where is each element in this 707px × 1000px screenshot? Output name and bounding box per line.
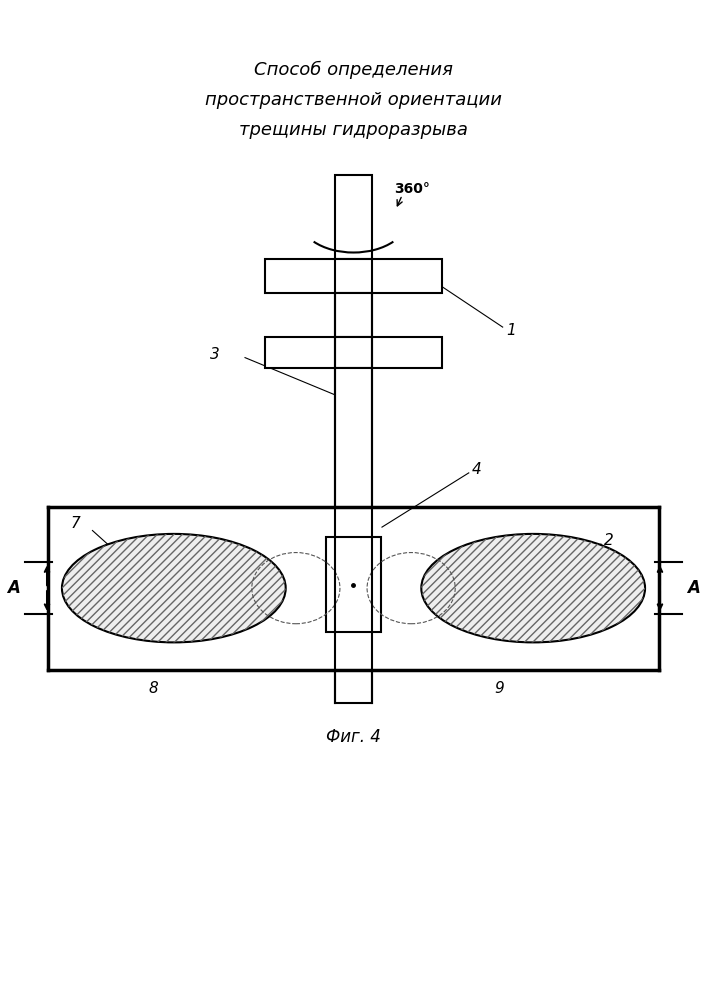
Bar	[265, 259, 442, 293]
Bar	[48, 507, 659, 670]
Text: А: А	[687, 579, 701, 597]
Bar	[327, 537, 380, 632]
Text: А: А	[6, 579, 20, 597]
Bar	[265, 337, 442, 368]
Bar	[333, 507, 374, 670]
Ellipse shape	[421, 534, 645, 642]
Text: 2: 2	[604, 533, 614, 548]
Text: 3: 3	[210, 347, 219, 362]
Text: Способ определения: Способ определения	[254, 60, 453, 79]
Text: 1: 1	[506, 323, 516, 338]
Text: трещины гидроразрыва: трещины гидроразрыва	[239, 121, 468, 139]
Ellipse shape	[62, 534, 286, 642]
Text: Фиг. 4: Фиг. 4	[326, 728, 381, 746]
Bar	[334, 175, 373, 259]
Text: 9: 9	[494, 681, 504, 696]
Text: 7: 7	[71, 516, 81, 531]
Bar	[334, 293, 373, 337]
Text: пространственной ориентации: пространственной ориентации	[205, 91, 502, 109]
Bar	[334, 368, 373, 703]
Text: 4: 4	[472, 462, 482, 477]
Text: 8: 8	[148, 681, 158, 696]
Text: 360°: 360°	[395, 182, 430, 196]
